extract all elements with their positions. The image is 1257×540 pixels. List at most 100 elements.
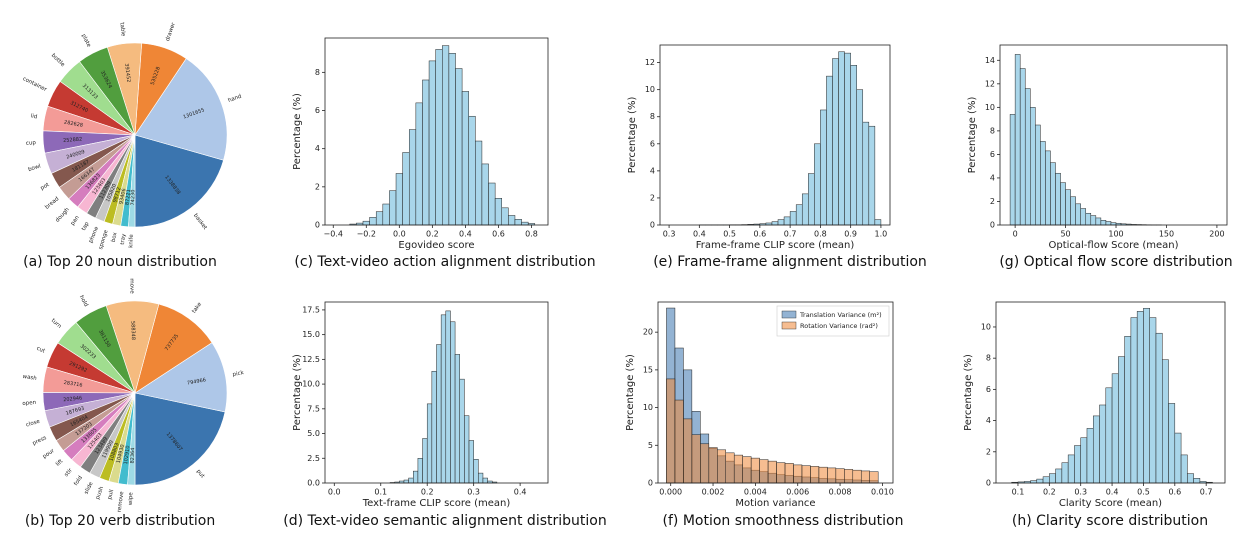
caption: (g) Optical flow score distribution: [999, 254, 1232, 270]
histogram-bar: [1074, 445, 1081, 484]
y-tick-label: 10: [643, 403, 653, 412]
y-axis-label: Percentage (%): [627, 97, 638, 174]
histogram-bar: [874, 219, 882, 226]
histogram-bar: [835, 468, 845, 484]
histogram-bar: [852, 469, 862, 484]
x-axis-label: Frame-frame CLIP score (mean): [696, 240, 855, 251]
wedge-category-label: dough: [55, 206, 71, 223]
histogram-bar: [494, 198, 502, 226]
histogram-bar: [1067, 454, 1075, 484]
histogram-bar: [808, 173, 815, 226]
histogram-bar: [820, 109, 827, 226]
histogram-bar: [459, 378, 465, 484]
histogram-bar: [514, 219, 522, 226]
wedge-category-label: press: [32, 435, 48, 447]
histogram-bar: [1055, 468, 1063, 484]
histogram-bar: [1050, 162, 1056, 226]
y-tick-label: 10: [645, 85, 655, 94]
legend-swatch: [781, 321, 797, 330]
wedge-category-label: hand: [227, 94, 242, 104]
wedge-category-label: bread: [44, 196, 60, 211]
y-tick-label: 12: [985, 79, 995, 88]
wedge-category-label: pour: [42, 448, 56, 461]
wedge-category-label: knife: [128, 234, 135, 248]
histogram-bar: [440, 314, 447, 484]
histogram-bar: [1040, 141, 1046, 226]
histogram-bar: [408, 477, 414, 484]
histogram-bar: [508, 215, 516, 226]
histogram-bar: [869, 471, 879, 484]
pie-wedge: [134, 342, 228, 413]
x-axis-label: Optical-flow Score (mean): [1048, 240, 1178, 251]
wedge-category-label: tray: [120, 233, 127, 245]
histogram-bar: [1174, 432, 1182, 484]
histogram-bar: [454, 354, 460, 484]
caption: (f) Motion smoothness distribution: [663, 513, 904, 529]
histogram-bar: [475, 140, 483, 226]
histogram-bar: [818, 466, 828, 484]
wedge-value-label: 252882: [63, 137, 82, 144]
histogram-bar: [422, 79, 430, 226]
wedge-category-label: phone: [88, 225, 100, 244]
wedge-value-label: 102910: [123, 445, 131, 465]
histogram-bar: [1070, 196, 1076, 226]
y-tick-label: 10: [985, 103, 995, 112]
histogram-bar: [827, 467, 837, 484]
x-tick-label: 0.7: [1200, 488, 1213, 497]
histogram-bar: [468, 440, 474, 484]
histogram-bar: [464, 415, 470, 484]
wedge-value-label: 87221: [125, 189, 133, 205]
wedge-value-label: 283716: [63, 380, 83, 389]
histogram-bar: [428, 60, 436, 226]
wedge-value-label: 74230: [130, 189, 137, 205]
wedge-value-label: 98712: [112, 187, 122, 204]
histogram-bar: [482, 477, 488, 484]
histogram-bar: [856, 89, 864, 226]
histogram-bar: [683, 418, 693, 484]
histogram-bar: [795, 204, 803, 226]
pie-wedge: [127, 392, 136, 486]
histogram-bar: [481, 163, 489, 226]
x-tick-label: 0.4: [514, 488, 527, 497]
histogram-bar: [1075, 203, 1081, 226]
y-tick-label: 15.0: [302, 330, 320, 339]
x-axis-label: Motion variance: [735, 498, 815, 509]
histogram-bar: [1092, 415, 1100, 484]
y-axis-label: Percentage (%): [625, 354, 636, 431]
histogram-bar: [826, 75, 833, 226]
y-tick-label: 8: [315, 68, 320, 77]
histogram-bar: [445, 310, 451, 484]
legend-label: Translation Variance (m²): [799, 311, 882, 319]
histogram-bar: [844, 52, 851, 226]
y-tick-label: 6: [986, 385, 991, 394]
y-axis-label: Percentage (%): [963, 354, 974, 431]
histogram-bar: [691, 434, 701, 484]
wedge-value-label: 82364: [130, 447, 137, 463]
histogram-bar: [1168, 403, 1176, 484]
histogram-bar: [1086, 428, 1094, 484]
y-tick-label: 2.5: [307, 454, 320, 463]
histogram-bar: [1180, 454, 1188, 484]
wedge-category-label: box: [111, 231, 119, 243]
histogram-bar: [844, 469, 854, 484]
histogram-bar: [375, 211, 384, 226]
histogram-bar: [862, 121, 870, 226]
x-axis-label: Clarity Score (mean): [1059, 498, 1162, 509]
y-axis-label: Percentage (%): [292, 354, 303, 431]
wedge-category-label: turn: [50, 318, 63, 330]
wedge-category-label: take: [191, 301, 203, 315]
y-tick-label: 0.0: [307, 479, 320, 488]
wedge-value-label: 93406: [118, 188, 127, 205]
wedge-category-label: push: [95, 485, 105, 500]
wedge-category-label: fold: [73, 475, 84, 487]
wedge-category-label: drawer: [165, 21, 177, 42]
histogram-bar: [783, 216, 791, 226]
wedge-category-label: remove: [117, 491, 126, 513]
caption: (h) Clarity score distribution: [1012, 513, 1208, 529]
wedge-category-label: stir: [64, 467, 75, 478]
wedge-category-label: plate: [80, 33, 92, 49]
histogram-bar: [426, 403, 433, 484]
wedge-value-label: 202946: [63, 395, 83, 403]
y-tick-label: 8: [990, 126, 995, 135]
wedge-value-label: 187693: [65, 406, 85, 417]
